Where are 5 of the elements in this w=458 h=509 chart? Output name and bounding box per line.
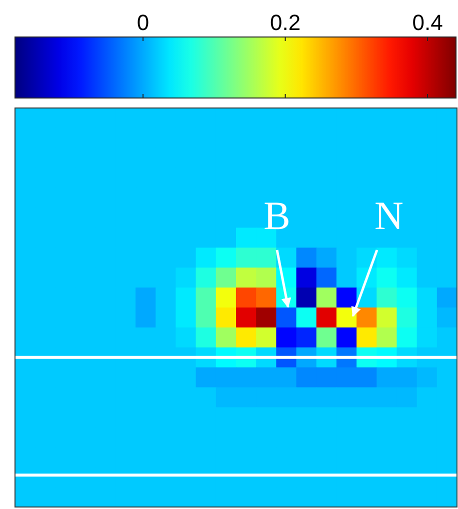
annotation: B [264,193,290,238]
color-bar-label: 0.4 [412,10,443,35]
color-bar-label: 0.2 [270,10,301,35]
color-bar-label: 0 [136,10,150,35]
annotation: N [374,193,404,238]
